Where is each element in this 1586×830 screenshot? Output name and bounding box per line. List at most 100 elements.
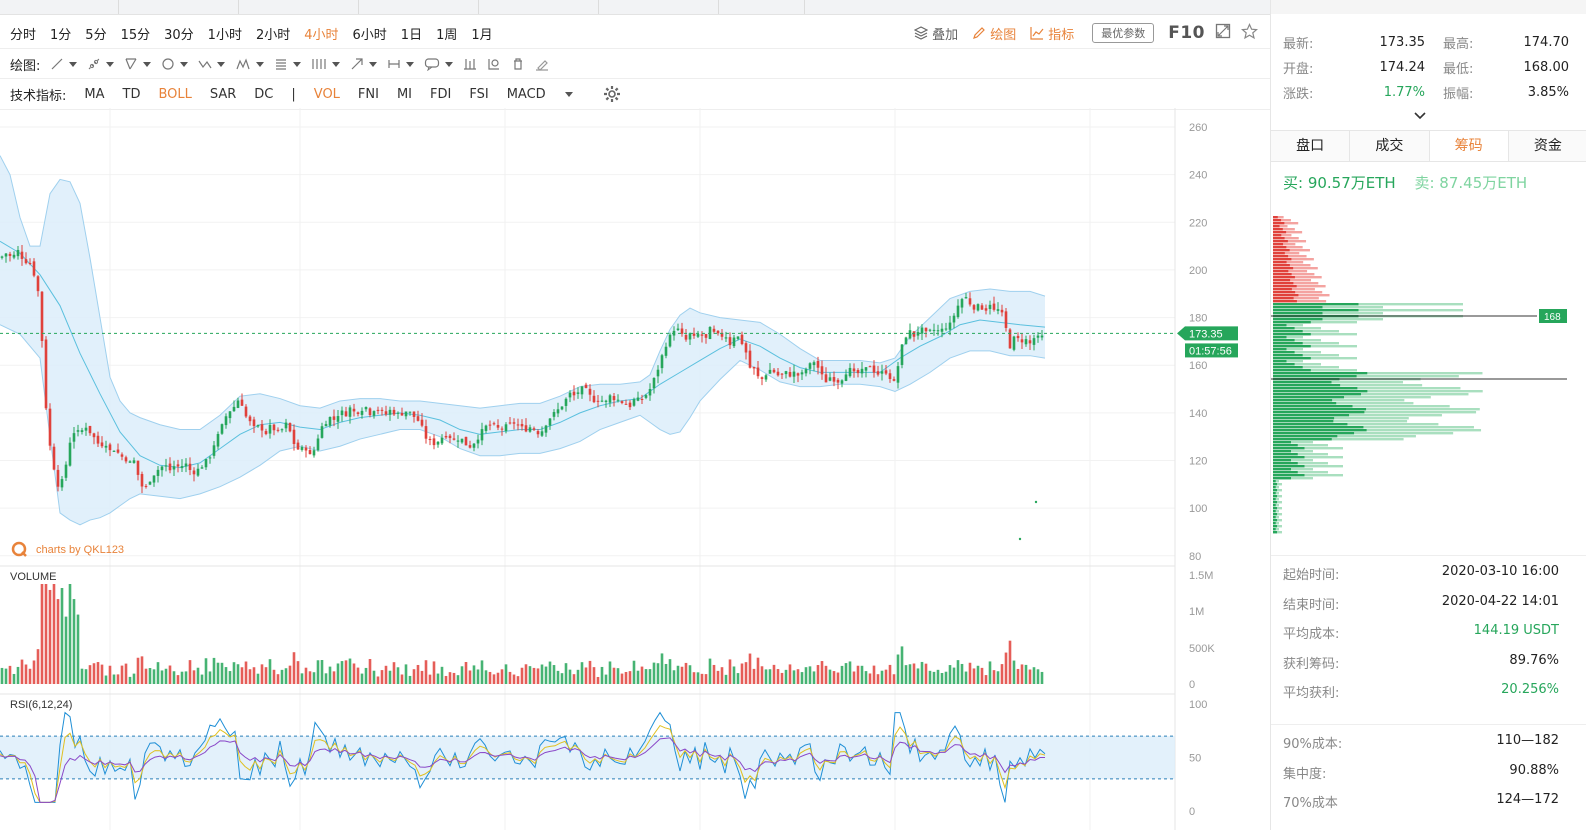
draw-button[interactable]: 绘图 — [972, 24, 1016, 43]
wave-tool[interactable] — [198, 57, 226, 71]
best-params-button[interactable]: 最优参数 — [1092, 23, 1155, 43]
indicator-vol[interactable]: VOL — [313, 86, 340, 102]
period-tab[interactable]: 2小时 — [255, 27, 291, 43]
chip-bar-light — [1273, 417, 1409, 420]
tab-trades[interactable]: 成交 — [1350, 131, 1430, 161]
fullscreen-icon[interactable] — [1215, 23, 1231, 43]
period-tab[interactable]: 6小时 — [352, 27, 387, 43]
candle — [448, 435, 452, 439]
indicator-ma[interactable]: MA — [84, 86, 105, 102]
line-tool[interactable] — [50, 57, 78, 71]
chip-bar-light — [1273, 414, 1442, 417]
volume-bar — [752, 668, 756, 684]
chip-bar-light — [1273, 348, 1303, 351]
stat-row: 平均获利: 20.256% — [1271, 674, 1586, 704]
indicator-dc[interactable]: DC — [254, 86, 274, 102]
indicator-td[interactable]: TD — [122, 86, 141, 102]
period-tab[interactable]: 1分 — [50, 27, 72, 43]
eraser-tool[interactable] — [535, 57, 549, 71]
candle — [140, 474, 144, 487]
period-tab[interactable]: 1日 — [400, 27, 423, 43]
chip-bar-light — [1273, 429, 1482, 432]
candle — [740, 334, 744, 345]
expand-chevron-icon[interactable] — [1413, 106, 1427, 125]
chip-bar — [1273, 282, 1294, 285]
indicator-fdi[interactable]: FDI — [430, 86, 452, 102]
period-tab[interactable]: 1小时 — [207, 27, 242, 43]
channel-tool[interactable] — [124, 57, 152, 71]
chip-bar — [1273, 438, 1332, 441]
candle — [588, 388, 592, 395]
indicator-sar[interactable]: SAR — [209, 86, 237, 102]
annotation-tool[interactable] — [424, 57, 454, 71]
overlay-button[interactable]: 叠加 — [914, 24, 958, 43]
chip-bar-light — [1273, 240, 1307, 243]
boll-band-fill — [0, 155, 1045, 525]
shape-tool[interactable] — [161, 57, 189, 71]
overlay-label: 叠加 — [932, 27, 959, 43]
chip-bar — [1273, 501, 1278, 504]
volume-bar — [464, 662, 468, 684]
period-tab[interactable]: 1月 — [471, 27, 493, 43]
chip-bar-light — [1273, 465, 1343, 468]
price-tick-label: 80 — [1189, 551, 1201, 563]
indicator-label: 指标 — [1048, 27, 1075, 43]
candle — [108, 444, 112, 451]
chip-bar-light — [1273, 480, 1279, 483]
indicator-boll[interactable]: BOLL — [158, 86, 192, 102]
period-tab-active[interactable]: 4小时 — [304, 27, 339, 43]
candle — [20, 251, 24, 259]
pattern-tool[interactable] — [235, 57, 265, 71]
indicator-more-dropdown[interactable] — [560, 91, 573, 97]
volume-bar — [584, 667, 588, 684]
kline-chart[interactable]: 260 240 220 200 180 160 140 120 100 80 173.35 01:57… — [0, 108, 1270, 830]
volume-bar — [372, 670, 376, 684]
volume-bar — [1004, 652, 1008, 684]
candle — [932, 329, 936, 331]
chip-bar-light — [1273, 243, 1296, 246]
measure-tool[interactable] — [387, 57, 415, 71]
chip-bar — [1273, 246, 1287, 249]
ray-tool[interactable] — [87, 57, 115, 71]
candle — [968, 298, 972, 305]
fib-tool[interactable] — [274, 57, 302, 71]
candle — [748, 350, 752, 368]
price-tick-label: 120 — [1189, 456, 1207, 468]
chip-bar — [1273, 255, 1289, 258]
indicator-fsi[interactable]: FSI — [469, 86, 489, 102]
indicator-button[interactable]: 指标 — [1030, 24, 1074, 43]
period-tab[interactable]: 30分 — [164, 27, 194, 43]
chip-bar-light — [1273, 303, 1463, 306]
period-tab[interactable]: 分时 — [10, 27, 37, 43]
f10-button[interactable]: F10 — [1168, 23, 1205, 43]
candle — [244, 406, 248, 417]
indicator-fni[interactable]: FNI — [357, 86, 379, 102]
volume-bar — [1012, 660, 1016, 684]
candle — [796, 373, 800, 376]
tab-chips[interactable]: 筹码 — [1429, 131, 1509, 161]
tab-funds[interactable]: 资金 — [1508, 131, 1586, 161]
delete-tool[interactable] — [511, 57, 525, 71]
volume-bar — [816, 665, 820, 684]
candle-tool[interactable] — [463, 57, 477, 71]
period-tab[interactable]: 1周 — [436, 27, 458, 43]
tab-orderbook[interactable]: 盘口 — [1271, 131, 1351, 161]
candle — [752, 367, 756, 369]
gann-tool[interactable] — [311, 57, 341, 71]
volume-bar — [972, 668, 976, 684]
indicator-settings[interactable] — [603, 85, 621, 103]
chip-bar — [1273, 372, 1368, 375]
period-tab[interactable]: 5分 — [85, 27, 107, 43]
period-tab[interactable]: 15分 — [120, 27, 151, 43]
indicator-mi[interactable]: MI — [396, 86, 413, 102]
indicator-macd[interactable]: MACD — [506, 86, 546, 102]
star-icon[interactable] — [1240, 22, 1259, 44]
arrow-tool[interactable] — [350, 57, 378, 71]
chip-bar — [1273, 258, 1292, 261]
stat-label: 起始时间: — [1283, 568, 1340, 583]
chip-bar-light — [1273, 360, 1303, 363]
chart-snapshot-tool[interactable] — [487, 57, 501, 71]
volume-bar — [920, 661, 924, 684]
chip-bar-light — [1273, 510, 1279, 513]
candle — [16, 249, 20, 257]
